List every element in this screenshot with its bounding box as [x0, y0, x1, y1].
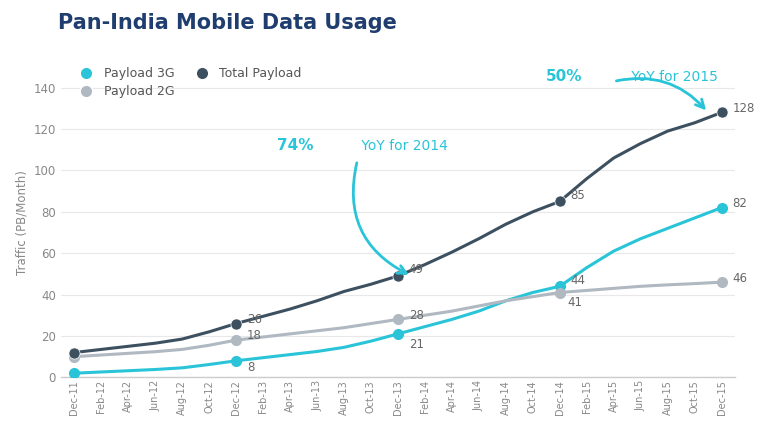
- Text: 26: 26: [247, 313, 262, 326]
- Text: 18: 18: [247, 329, 262, 342]
- Legend: Payload 3G, Payload 2G, Total Payload: Payload 3G, Payload 2G, Total Payload: [74, 67, 302, 98]
- Text: 28: 28: [409, 309, 424, 322]
- Y-axis label: Traffic (PB/Month): Traffic (PB/Month): [15, 170, 28, 275]
- Text: 85: 85: [571, 189, 585, 202]
- Text: 44: 44: [571, 273, 585, 287]
- Text: 128: 128: [732, 102, 755, 115]
- Text: 82: 82: [732, 197, 747, 210]
- Text: 41: 41: [567, 296, 583, 309]
- Text: 49: 49: [409, 263, 424, 276]
- Text: 46: 46: [732, 271, 748, 285]
- Text: 50%: 50%: [546, 70, 583, 84]
- Text: YoY for 2014: YoY for 2014: [357, 139, 448, 153]
- Text: Pan-India Mobile Data Usage: Pan-India Mobile Data Usage: [58, 13, 397, 33]
- Text: 74%: 74%: [276, 138, 313, 153]
- Text: 8: 8: [247, 360, 254, 374]
- Text: YoY for 2015: YoY for 2015: [627, 71, 718, 84]
- Text: 21: 21: [409, 338, 424, 351]
